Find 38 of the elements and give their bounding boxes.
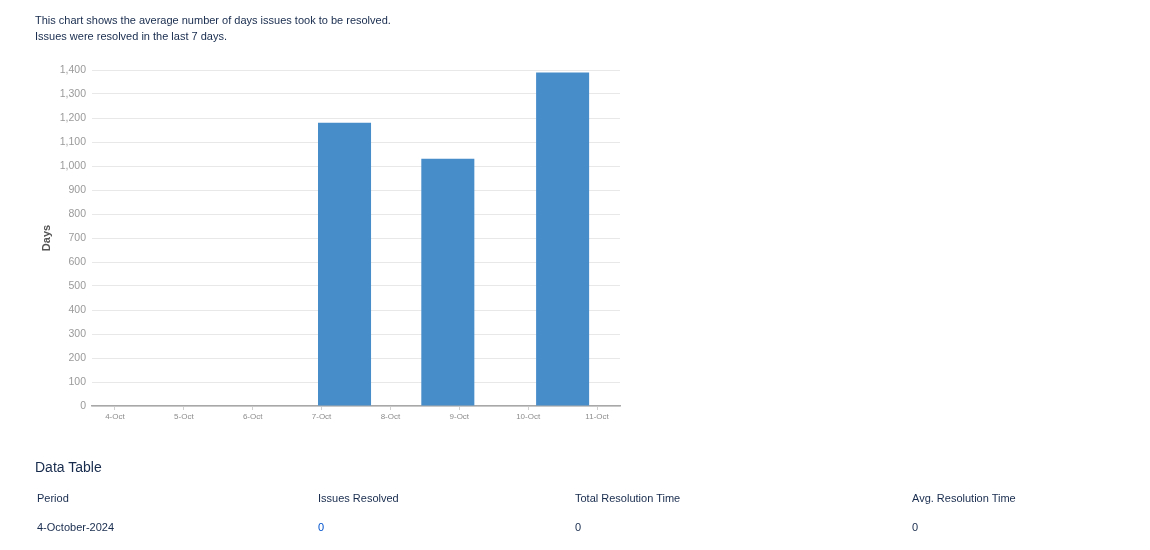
text: Data Table — [35, 458, 102, 476]
text: Period — [37, 491, 69, 505]
y-tick-label: 400 — [68, 302, 87, 315]
x-tick-label: 8-Oct — [380, 412, 401, 421]
text: Issues Resolved — [318, 491, 399, 505]
x-tick-label: 7-Oct — [311, 412, 333, 421]
y-tick-label: 900 — [68, 182, 87, 195]
y-tick-label: 200 — [68, 350, 87, 363]
text: 0 — [912, 520, 919, 534]
y-tick-label: 1,200 — [59, 110, 87, 123]
y-tick-label: 300 — [68, 326, 87, 339]
x-tick-label: 10-Oct — [516, 412, 541, 421]
y-tick-label: 1,100 — [59, 134, 87, 147]
bar — [421, 158, 475, 406]
x-tick-label: 4-Oct — [105, 412, 126, 421]
y-tick-label: 1,000 — [59, 158, 87, 171]
text: 4-October-2024 — [37, 520, 115, 534]
bar — [318, 122, 372, 406]
y-tick-label: 100 — [68, 374, 87, 387]
y-axis-title: Days — [39, 224, 52, 252]
y-tick-label: 0 — [80, 398, 87, 411]
x-tick-label: 11-Oct — [585, 412, 610, 421]
x-tick-label: 6-Oct — [242, 412, 264, 421]
chart-title: This chart shows the average number of days issues took to be resolved. — [35, 13, 391, 27]
text: Avg. Resolution Time — [912, 491, 1016, 505]
y-tick-label: 1,300 — [59, 86, 87, 99]
y-tick-label: 1,400 — [59, 62, 87, 75]
text: 0 — [575, 520, 582, 534]
y-tick-label: 500 — [68, 278, 87, 291]
y-tick-label: 600 — [68, 254, 87, 267]
x-tick-label: 9-Oct — [449, 412, 470, 421]
chart-subtitle: Issues were resolved in the last 7 days. — [35, 29, 227, 43]
y-tick-label: 700 — [68, 230, 87, 243]
bar — [536, 72, 590, 406]
text: Total Resolution Time — [575, 491, 681, 505]
x-tick-label: 5-Oct — [174, 412, 195, 421]
y-tick-label: 800 — [68, 206, 87, 219]
text: 0 — [318, 520, 325, 534]
